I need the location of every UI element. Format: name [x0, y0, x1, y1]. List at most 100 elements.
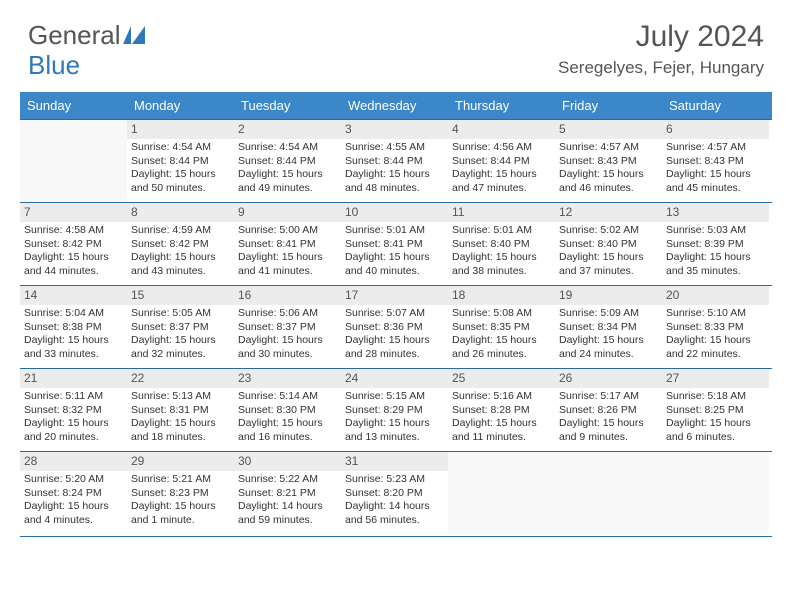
sunrise-line: Sunrise: 5:11 AM [24, 390, 123, 403]
sunset-line: Sunset: 8:24 PM [24, 487, 123, 500]
sunrise-line: Sunrise: 5:17 AM [559, 390, 658, 403]
sunset-line: Sunset: 8:32 PM [24, 404, 123, 417]
sunset-line: Sunset: 8:44 PM [131, 155, 230, 168]
sunset-line: Sunset: 8:42 PM [24, 238, 123, 251]
daylight-line: Daylight: 15 hours and 9 minutes. [559, 417, 658, 444]
day-number: 24 [341, 369, 448, 388]
sunset-line: Sunset: 8:39 PM [666, 238, 765, 251]
sunrise-line: Sunrise: 5:21 AM [131, 473, 230, 486]
day-number: 5 [555, 120, 662, 139]
sunrise-line: Sunrise: 5:09 AM [559, 307, 658, 320]
sunrise-line: Sunrise: 4:54 AM [131, 141, 230, 154]
sunset-line: Sunset: 8:31 PM [131, 404, 230, 417]
day-number: 7 [20, 203, 127, 222]
weekday-header-row: SundayMondayTuesdayWednesdayThursdayFrid… [20, 92, 772, 119]
calendar-day-cell: 26Sunrise: 5:17 AMSunset: 8:26 PMDayligh… [555, 369, 662, 451]
daylight-line: Daylight: 15 hours and 50 minutes. [131, 168, 230, 195]
daylight-line: Daylight: 15 hours and 47 minutes. [452, 168, 551, 195]
day-number: 25 [448, 369, 555, 388]
calendar-day-cell: 19Sunrise: 5:09 AMSunset: 8:34 PMDayligh… [555, 286, 662, 368]
sunrise-line: Sunrise: 5:14 AM [238, 390, 337, 403]
day-number: 29 [127, 452, 234, 471]
day-number: 14 [20, 286, 127, 305]
weekday-header: Friday [555, 92, 662, 119]
sunrise-line: Sunrise: 5:08 AM [452, 307, 551, 320]
calendar-week-row: 28Sunrise: 5:20 AMSunset: 8:24 PMDayligh… [20, 451, 772, 534]
day-number: 10 [341, 203, 448, 222]
day-number: 4 [448, 120, 555, 139]
day-number: 13 [662, 203, 769, 222]
title-block: July 2024 Seregelyes, Fejer, Hungary [558, 20, 764, 78]
calendar-day-cell: 14Sunrise: 5:04 AMSunset: 8:38 PMDayligh… [20, 286, 127, 368]
sunrise-line: Sunrise: 5:06 AM [238, 307, 337, 320]
daylight-line: Daylight: 15 hours and 40 minutes. [345, 251, 444, 278]
sunset-line: Sunset: 8:37 PM [238, 321, 337, 334]
calendar-day-cell: 11Sunrise: 5:01 AMSunset: 8:40 PMDayligh… [448, 203, 555, 285]
sunset-line: Sunset: 8:42 PM [131, 238, 230, 251]
daylight-line: Daylight: 15 hours and 16 minutes. [238, 417, 337, 444]
calendar-day-cell: 4Sunrise: 4:56 AMSunset: 8:44 PMDaylight… [448, 120, 555, 202]
sunrise-line: Sunrise: 5:18 AM [666, 390, 765, 403]
sunrise-line: Sunrise: 5:01 AM [345, 224, 444, 237]
sunset-line: Sunset: 8:38 PM [24, 321, 123, 334]
daylight-line: Daylight: 15 hours and 46 minutes. [559, 168, 658, 195]
day-number: 23 [234, 369, 341, 388]
sunset-line: Sunset: 8:44 PM [345, 155, 444, 168]
sunrise-line: Sunrise: 5:02 AM [559, 224, 658, 237]
day-number: 8 [127, 203, 234, 222]
calendar-week-row: 1Sunrise: 4:54 AMSunset: 8:44 PMDaylight… [20, 119, 772, 202]
daylight-line: Daylight: 15 hours and 38 minutes. [452, 251, 551, 278]
sunset-line: Sunset: 8:28 PM [452, 404, 551, 417]
sunset-line: Sunset: 8:41 PM [345, 238, 444, 251]
daylight-line: Daylight: 15 hours and 1 minute. [131, 500, 230, 527]
calendar-day-cell: 25Sunrise: 5:16 AMSunset: 8:28 PMDayligh… [448, 369, 555, 451]
calendar-day-cell: 22 Sunrise: 5:13 AMSunset: 8:31 PMDayligh… [127, 369, 234, 451]
day-number: 2 [234, 120, 341, 139]
sunset-line: Sunset: 8:26 PM [559, 404, 658, 417]
daylight-line: Daylight: 14 hours and 59 minutes. [238, 500, 337, 527]
weekday-header: Sunday [20, 92, 127, 119]
calendar-day-cell: 1Sunrise: 4:54 AMSunset: 8:44 PMDaylight… [127, 120, 234, 202]
sunrise-line: Sunrise: 5:05 AM [131, 307, 230, 320]
daylight-line: Daylight: 15 hours and 18 minutes. [131, 417, 230, 444]
sunset-line: Sunset: 8:30 PM [238, 404, 337, 417]
daylight-line: Daylight: 15 hours and 45 minutes. [666, 168, 765, 195]
sunrise-line: Sunrise: 5:16 AM [452, 390, 551, 403]
sunrise-line: Sunrise: 5:22 AM [238, 473, 337, 486]
sunset-line: Sunset: 8:34 PM [559, 321, 658, 334]
daylight-line: Daylight: 15 hours and 28 minutes. [345, 334, 444, 361]
month-title: July 2024 [558, 20, 764, 54]
day-number: 15 [127, 286, 234, 305]
sunset-line: Sunset: 8:44 PM [238, 155, 337, 168]
calendar-day-cell: 10 Sunrise: 5:01 AMSunset: 8:41 PMDayligh… [341, 203, 448, 285]
day-number: 22 [127, 369, 234, 388]
calendar-day-cell: 15Sunrise: 5:05 AMSunset: 8:37 PMDayligh… [127, 286, 234, 368]
sunset-line: Sunset: 8:43 PM [559, 155, 658, 168]
sunrise-line: Sunrise: 5:07 AM [345, 307, 444, 320]
calendar-day-cell: 27Sunrise: 5:18 AMSunset: 8:25 PMDayligh… [662, 369, 769, 451]
calendar-day-cell: 30Sunrise: 5:22 AMSunset: 8:21 PMDayligh… [234, 452, 341, 534]
location-subtitle: Seregelyes, Fejer, Hungary [558, 58, 764, 78]
calendar-week-row: 7Sunrise: 4:58 AMSunset: 8:42 PMDaylight… [20, 202, 772, 285]
sunrise-line: Sunrise: 5:13 AM [131, 390, 230, 403]
daylight-line: Daylight: 15 hours and 4 minutes. [24, 500, 123, 527]
daylight-line: Daylight: 15 hours and 41 minutes. [238, 251, 337, 278]
daylight-line: Daylight: 15 hours and 44 minutes. [24, 251, 123, 278]
daylight-line: Daylight: 15 hours and 49 minutes. [238, 168, 337, 195]
day-number: 11 [448, 203, 555, 222]
sunrise-line: Sunrise: 5:10 AM [666, 307, 765, 320]
day-number: 30 [234, 452, 341, 471]
daylight-line: Daylight: 15 hours and 26 minutes. [452, 334, 551, 361]
calendar-day-cell: 23 Sunrise: 5:14 AMSunset: 8:30 PMDayligh… [234, 369, 341, 451]
sunrise-line: Sunrise: 5:20 AM [24, 473, 123, 486]
calendar-empty-cell [20, 120, 127, 202]
calendar-day-cell: 17Sunrise: 5:07 AMSunset: 8:36 PMDayligh… [341, 286, 448, 368]
sunrise-line: Sunrise: 5:03 AM [666, 224, 765, 237]
sunset-line: Sunset: 8:44 PM [452, 155, 551, 168]
daylight-line: Daylight: 15 hours and 30 minutes. [238, 334, 337, 361]
daylight-line: Daylight: 15 hours and 20 minutes. [24, 417, 123, 444]
header: General July 2024 Seregelyes, Fejer, Hun… [0, 0, 792, 86]
sunset-line: Sunset: 8:41 PM [238, 238, 337, 251]
brand-logo: General [28, 20, 145, 51]
daylight-line: Daylight: 14 hours and 56 minutes. [345, 500, 444, 527]
